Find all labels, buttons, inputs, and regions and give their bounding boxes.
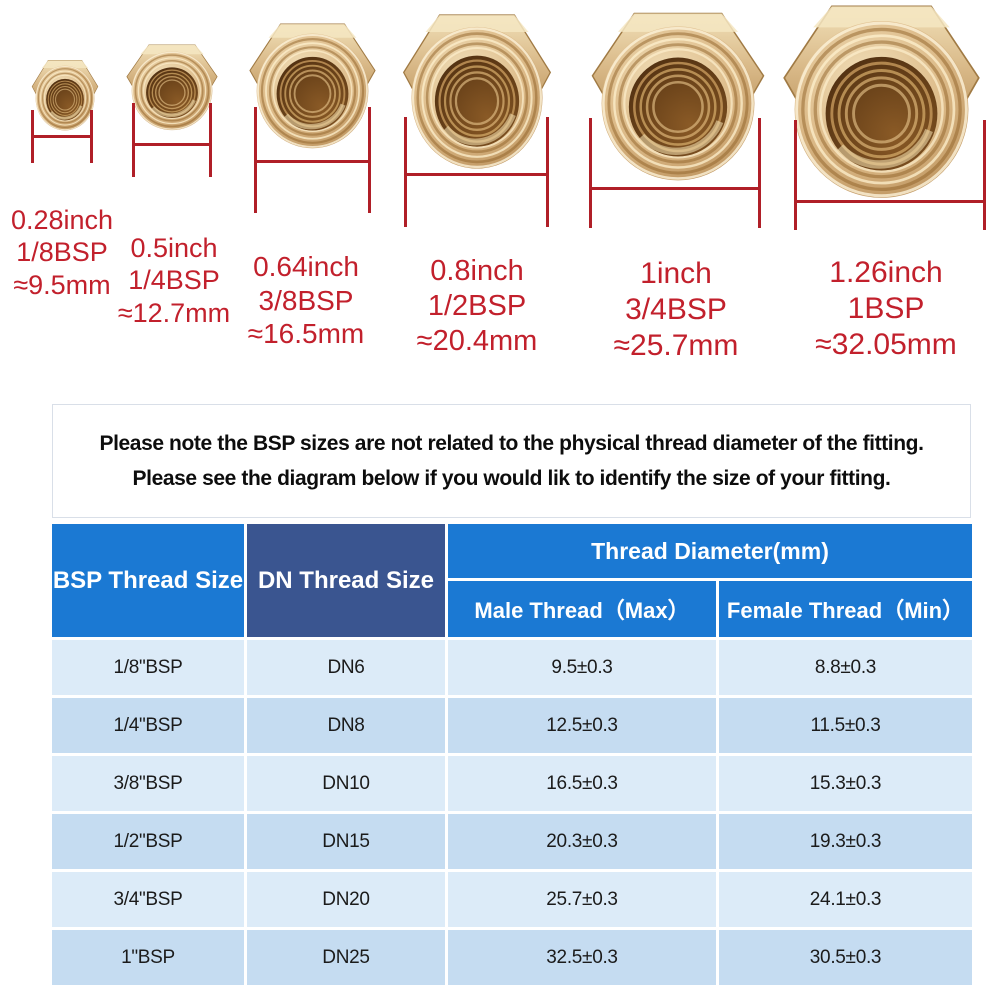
cell-male: 25.7±0.3 (448, 872, 716, 927)
cell-bsp: 3/8"BSP (52, 756, 244, 811)
dimension-line (404, 117, 407, 227)
header-bsp-thread-size: BSP Thread Size (52, 524, 244, 637)
size-bsp: 3/4BSP (625, 293, 727, 326)
note-line-1: Please note the BSP sizes are not relate… (99, 431, 924, 455)
dimension-line (794, 200, 986, 203)
dimension-line (546, 117, 549, 227)
cell-male: 16.5±0.3 (448, 756, 716, 811)
size-label-4: 0.8inch 1/2BSP ≈20.4mm (382, 254, 572, 358)
note-line-2: Please see the diagram below if you woul… (132, 466, 891, 490)
dimension-line (254, 160, 371, 163)
cell-dn: DN10 (247, 756, 445, 811)
dimension-line (794, 120, 797, 230)
cell-male: 9.5±0.3 (448, 640, 716, 695)
cell-male: 32.5±0.3 (448, 930, 716, 985)
cell-dn: DN25 (247, 930, 445, 985)
cell-female: 11.5±0.3 (719, 698, 972, 753)
size-mm: ≈12.7mm (117, 297, 231, 328)
cell-dn: DN20 (247, 872, 445, 927)
cell-male: 12.5±0.3 (448, 698, 716, 753)
size-bsp: 1/2BSP (427, 289, 527, 322)
cell-bsp: 1/8"BSP (52, 640, 244, 695)
dimension-marker-1 (31, 110, 93, 163)
dimension-marker-4 (404, 117, 549, 227)
size-bsp: 1/8BSP (16, 237, 108, 268)
cell-female: 15.3±0.3 (719, 756, 972, 811)
size-inch: 0.8inch (430, 255, 524, 287)
dimension-line (209, 103, 212, 177)
header-dn-thread-size: DN Thread Size (247, 524, 445, 637)
size-inch: 0.64inch (253, 251, 359, 282)
cell-dn: DN15 (247, 814, 445, 869)
size-label-6: 1.26inch 1BSP ≈32.05mm (791, 255, 981, 363)
dimension-line (589, 118, 592, 228)
size-bsp: 1/4BSP (128, 265, 220, 296)
size-label-1: 0.28inch 1/8BSP ≈9.5mm (0, 204, 157, 301)
size-mm: ≈20.4mm (416, 324, 538, 357)
size-mm: ≈32.05mm (815, 328, 957, 361)
note-box: Please note the BSP sizes are not relate… (52, 404, 971, 518)
cell-dn: DN6 (247, 640, 445, 695)
cell-dn: DN8 (247, 698, 445, 753)
dimension-marker-2 (132, 103, 212, 177)
dimension-line (983, 120, 986, 230)
size-inch: 1.26inch (829, 256, 943, 289)
dimension-line (589, 187, 761, 190)
cell-female: 24.1±0.3 (719, 872, 972, 927)
size-label-3: 0.64inch 3/8BSP ≈16.5mm (211, 250, 401, 351)
dimension-line (132, 103, 135, 177)
dimension-marker-6 (794, 120, 986, 230)
dimension-line (404, 173, 549, 176)
size-table: BSP Thread Size DN Thread Size Thread Di… (52, 524, 972, 985)
size-label-5: 1inch 3/4BSP ≈25.7mm (581, 256, 771, 364)
size-bsp: 3/8BSP (258, 284, 354, 316)
dimension-line (31, 135, 93, 138)
dimension-line (132, 143, 212, 146)
header-female-thread: Female Thread（Min） (719, 581, 972, 637)
cell-bsp: 1/4"BSP (52, 698, 244, 753)
size-mm: ≈25.7mm (613, 329, 739, 362)
size-inch: 0.28inch (10, 205, 114, 235)
size-inch: 0.5inch (130, 233, 218, 263)
cell-female: 19.3±0.3 (719, 814, 972, 869)
cell-bsp: 3/4"BSP (52, 872, 244, 927)
cell-bsp: 1/2"BSP (52, 814, 244, 869)
cell-bsp: 1"BSP (52, 930, 244, 985)
cell-male: 20.3±0.3 (448, 814, 716, 869)
cell-female: 30.5±0.3 (719, 930, 972, 985)
header-thread-diameter: Thread Diameter(mm) (448, 524, 972, 578)
size-label-2: 0.5inch 1/4BSP ≈12.7mm (79, 232, 269, 329)
header-male-thread: Male Thread（Max） (448, 581, 716, 637)
dimension-marker-5 (589, 118, 761, 228)
size-mm: ≈9.5mm (13, 269, 111, 300)
size-bsp: 1BSP (847, 292, 925, 325)
size-mm: ≈16.5mm (247, 318, 365, 350)
dimension-marker-3 (254, 107, 371, 213)
cell-female: 8.8±0.3 (719, 640, 972, 695)
dimension-line (758, 118, 761, 228)
size-inch: 1inch (640, 257, 712, 290)
